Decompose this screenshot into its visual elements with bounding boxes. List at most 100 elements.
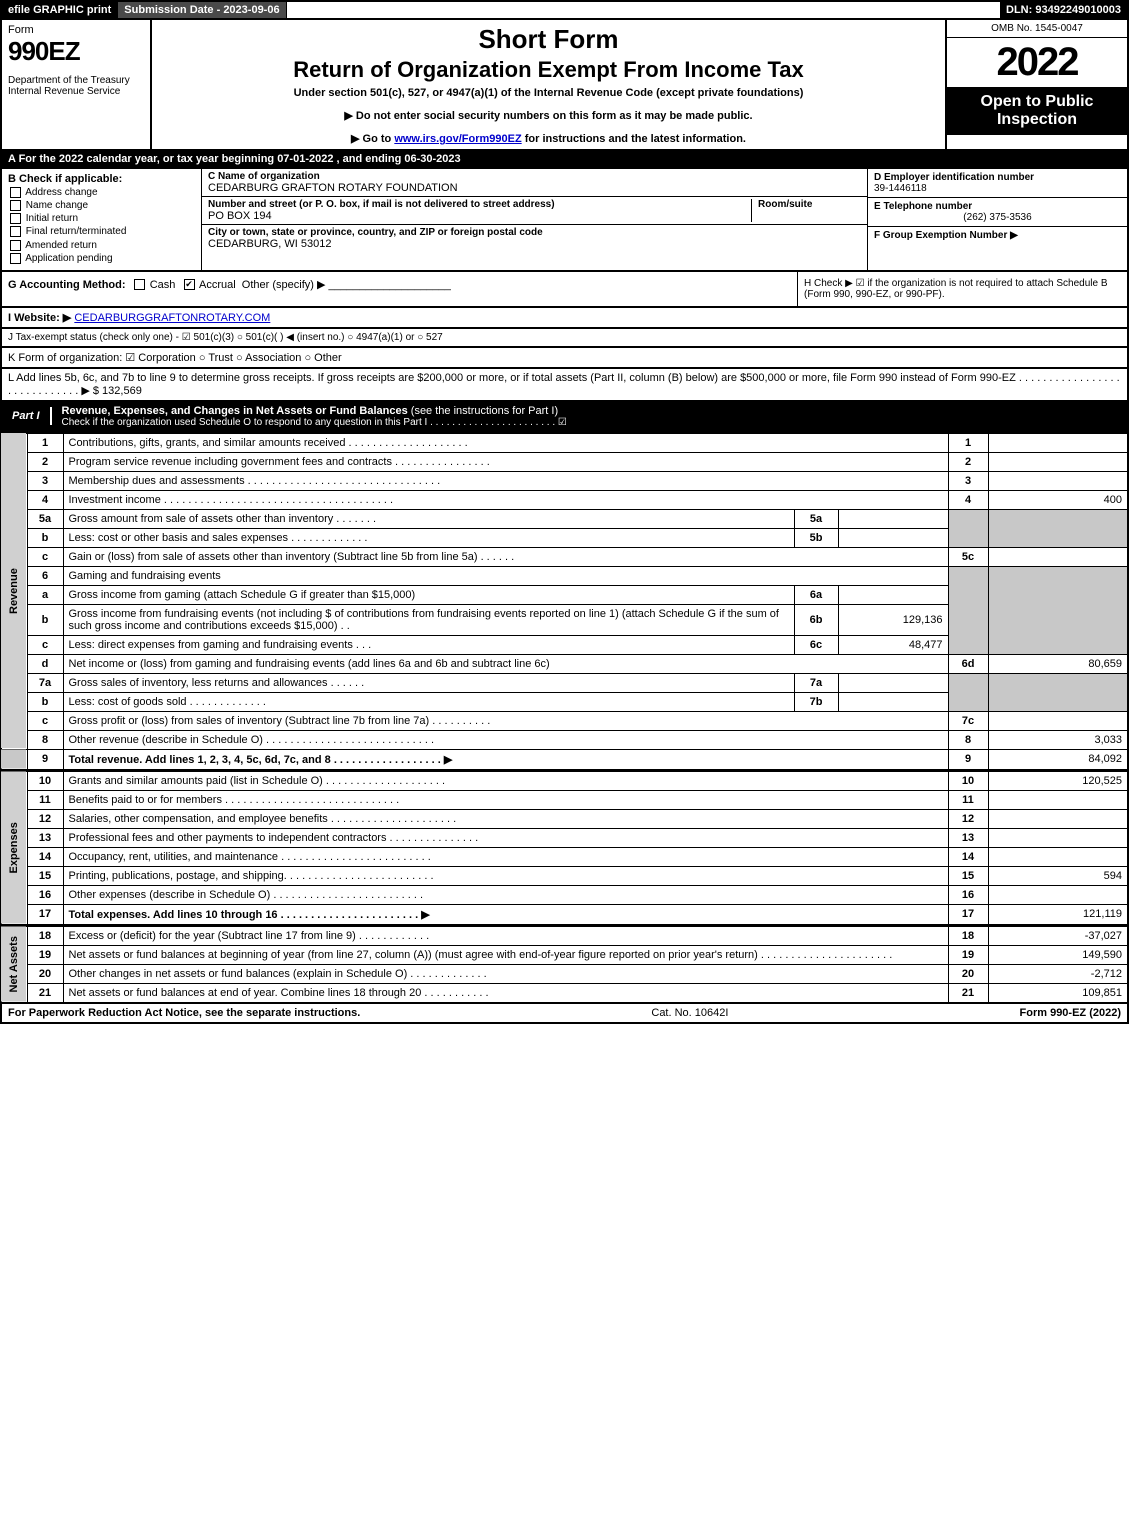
line-desc: Grants and similar amounts paid (list in… <box>63 771 948 790</box>
line-amount <box>988 433 1128 452</box>
part1-tag: Part I <box>2 407 52 425</box>
chk-application-pending[interactable]: Application pending <box>8 253 195 264</box>
dln: DLN: 93492249010003 <box>1000 2 1127 18</box>
line-desc: Membership dues and assessments . . . . … <box>63 471 948 490</box>
row-i-website: I Website: ▶ CEDARBURGGRAFTONROTARY.COM <box>0 308 1129 329</box>
line-desc: Excess or (deficit) for the year (Subtra… <box>63 926 948 945</box>
line-desc: Other expenses (describe in Schedule O) … <box>63 885 948 904</box>
line-amount <box>988 790 1128 809</box>
line-desc: Less: direct expenses from gaming and fu… <box>63 635 794 654</box>
line-amount: 3,033 <box>988 730 1128 749</box>
line-ref: 1 <box>948 433 988 452</box>
omb-number: OMB No. 1545-0047 <box>947 20 1127 38</box>
line-amount: 120,525 <box>988 771 1128 790</box>
line-desc: Printing, publications, postage, and shi… <box>63 866 948 885</box>
line-amount: 400 <box>988 490 1128 509</box>
chk-cash[interactable] <box>134 279 145 290</box>
line-desc: Total expenses. Add lines 10 through 16 … <box>63 904 948 925</box>
line-desc: Gross income from gaming (attach Schedul… <box>63 585 794 604</box>
f-label: F Group Exemption Number ▶ <box>874 230 1018 241</box>
chk-final-return[interactable]: Final return/terminated <box>8 226 195 237</box>
sub-amount <box>838 585 948 604</box>
topbar-spacer <box>287 2 1000 18</box>
part1-title: Revenue, Expenses, and Changes in Net As… <box>62 405 408 417</box>
line-amount <box>988 847 1128 866</box>
revenue-side-label: Revenue <box>1 433 27 749</box>
department: Department of the Treasury Internal Reve… <box>8 75 144 97</box>
other-label: Other (specify) ▶ <box>242 279 326 291</box>
telephone: (262) 375-3536 <box>874 212 1121 223</box>
line-amount <box>988 711 1128 730</box>
line-desc: Gaming and fundraising events <box>63 566 948 585</box>
sub-amount <box>838 673 948 692</box>
accrual-label: Accrual <box>199 279 236 291</box>
line-amount: 149,590 <box>988 945 1128 964</box>
l-text: L Add lines 5b, 6c, and 7b to line 9 to … <box>8 372 1120 397</box>
line-desc: Investment income . . . . . . . . . . . … <box>63 490 948 509</box>
sub-amount: 129,136 <box>838 604 948 635</box>
line-amount: 121,119 <box>988 904 1128 925</box>
line-desc: Less: cost of goods sold . . . . . . . .… <box>63 692 794 711</box>
line-desc: Occupancy, rent, utilities, and maintena… <box>63 847 948 866</box>
gross-receipts: 132,569 <box>102 385 142 397</box>
goto-pre: ▶ Go to <box>351 133 394 145</box>
org-street: PO BOX 194 <box>208 210 272 222</box>
chk-address-change[interactable]: Address change <box>8 187 195 198</box>
goto-post: for instructions and the latest informat… <box>522 133 746 145</box>
sub-amount: 48,477 <box>838 635 948 654</box>
line-amount <box>988 471 1128 490</box>
line-amount: -37,027 <box>988 926 1128 945</box>
line-desc: Net assets or fund balances at end of ye… <box>63 983 948 1003</box>
website-link[interactable]: CEDARBURGGRAFTONROTARY.COM <box>74 312 270 324</box>
line-desc: Gross income from fundraising events (no… <box>63 604 794 635</box>
top-bar: efile GRAPHIC print Submission Date - 20… <box>0 0 1129 20</box>
form-word: Form <box>8 24 144 36</box>
page-footer: For Paperwork Reduction Act Notice, see … <box>0 1004 1129 1024</box>
c-name-label: C Name of organization <box>208 171 320 182</box>
line-desc: Net income or (loss) from gaming and fun… <box>63 654 948 673</box>
line-desc: Benefits paid to or for members . . . . … <box>63 790 948 809</box>
expenses-table: Expenses 10Grants and similar amounts pa… <box>0 771 1129 926</box>
chk-amended-return[interactable]: Amended return <box>8 240 195 251</box>
line-amount: 84,092 <box>988 749 1128 770</box>
chk-initial-return[interactable]: Initial return <box>8 213 195 224</box>
form-number: 990EZ <box>8 36 144 67</box>
short-form-label: Short Form <box>162 24 935 55</box>
d-label: D Employer identification number <box>874 172 1034 183</box>
i-label: I Website: ▶ <box>8 312 71 324</box>
revenue-table: Revenue 1 Contributions, gifts, grants, … <box>0 433 1129 771</box>
line-amount: -2,712 <box>988 964 1128 983</box>
e-label: E Telephone number <box>874 201 972 212</box>
chk-name-change[interactable]: Name change <box>8 200 195 211</box>
line-desc: Gross sales of inventory, less returns a… <box>63 673 794 692</box>
line-amount <box>988 547 1128 566</box>
line-desc: Net assets or fund balances at beginning… <box>63 945 948 964</box>
part1-paren: (see the instructions for Part I) <box>411 405 558 417</box>
irs-link[interactable]: www.irs.gov/Form990EZ <box>394 133 521 145</box>
section-c: C Name of organization CEDARBURG GRAFTON… <box>202 169 867 270</box>
line-amount <box>988 828 1128 847</box>
line-amount: 109,851 <box>988 983 1128 1003</box>
line-desc: Program service revenue including govern… <box>63 452 948 471</box>
netassets-table: Net Assets 18Excess or (deficit) for the… <box>0 926 1129 1004</box>
section-b: B Check if applicable: Address change Na… <box>2 169 202 270</box>
row-gh: G Accounting Method: Cash ✔ Accrual Othe… <box>0 272 1129 308</box>
row-j-status: J Tax-exempt status (check only one) - ☑… <box>0 329 1129 348</box>
line-desc: Gross profit or (loss) from sales of inv… <box>63 711 948 730</box>
line-desc: Salaries, other compensation, and employ… <box>63 809 948 828</box>
chk-accrual[interactable]: ✔ <box>184 279 195 290</box>
sub-amount <box>838 528 948 547</box>
row-l-receipts: L Add lines 5b, 6c, and 7b to line 9 to … <box>0 369 1129 402</box>
org-city: CEDARBURG, WI 53012 <box>208 238 331 250</box>
form-header: Form 990EZ Department of the Treasury In… <box>0 20 1129 151</box>
sub-amount <box>838 692 948 711</box>
c-street-label: Number and street (or P. O. box, if mail… <box>208 199 555 210</box>
part1-header: Part I Revenue, Expenses, and Changes in… <box>0 402 1129 433</box>
expenses-side-label: Expenses <box>1 771 27 925</box>
line-amount <box>988 809 1128 828</box>
efile-print-btn[interactable]: efile GRAPHIC print <box>2 2 118 18</box>
footer-left: For Paperwork Reduction Act Notice, see … <box>8 1007 360 1019</box>
line-desc: Other changes in net assets or fund bala… <box>63 964 948 983</box>
org-name: CEDARBURG GRAFTON ROTARY FOUNDATION <box>208 182 458 194</box>
netassets-side-label: Net Assets <box>1 926 27 1003</box>
